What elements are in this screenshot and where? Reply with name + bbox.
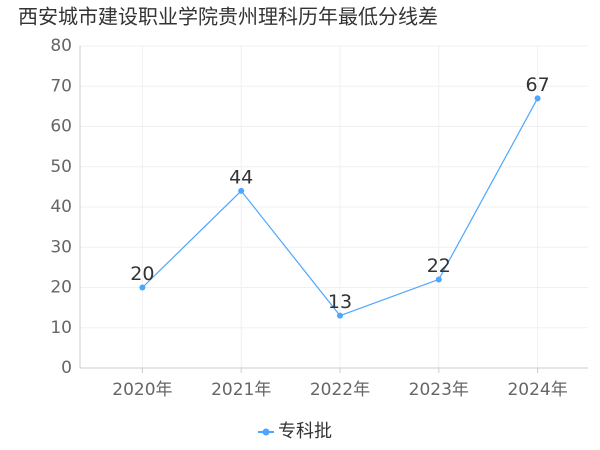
point	[139, 284, 146, 291]
y-tick-label: 30	[50, 237, 72, 257]
point	[435, 276, 442, 283]
y-tick-label: 50	[50, 157, 72, 177]
data-label: 44	[229, 166, 253, 188]
y-tick-label: 20	[50, 278, 72, 298]
point	[337, 312, 343, 319]
data-label: 67	[526, 74, 550, 96]
x-tick-label: 2023年	[409, 380, 469, 400]
data-label: 13	[328, 291, 352, 313]
y-tick-label: 10	[50, 318, 72, 338]
x-tick-label: 2024年	[507, 380, 567, 400]
x-tick-label: 2021年	[211, 380, 271, 400]
y-tick-label: 0	[61, 358, 72, 378]
legend-label: 专科批	[278, 421, 332, 442]
point	[238, 187, 245, 194]
y-tick-label: 40	[50, 197, 72, 217]
data-label: 20	[130, 263, 154, 285]
y-tick-label: 70	[50, 76, 72, 96]
chart-title: 西安城市建设职业学院贵州理科历年最低分线差	[18, 5, 438, 29]
x-tick-label: 2022年	[310, 380, 370, 400]
point	[534, 95, 541, 102]
legend-marker	[262, 428, 270, 436]
y-tick-label: 80	[50, 36, 72, 56]
x-tick-label: 2020年	[112, 380, 172, 400]
data-label: 22	[427, 255, 451, 277]
y-tick-label: 60	[50, 117, 72, 137]
